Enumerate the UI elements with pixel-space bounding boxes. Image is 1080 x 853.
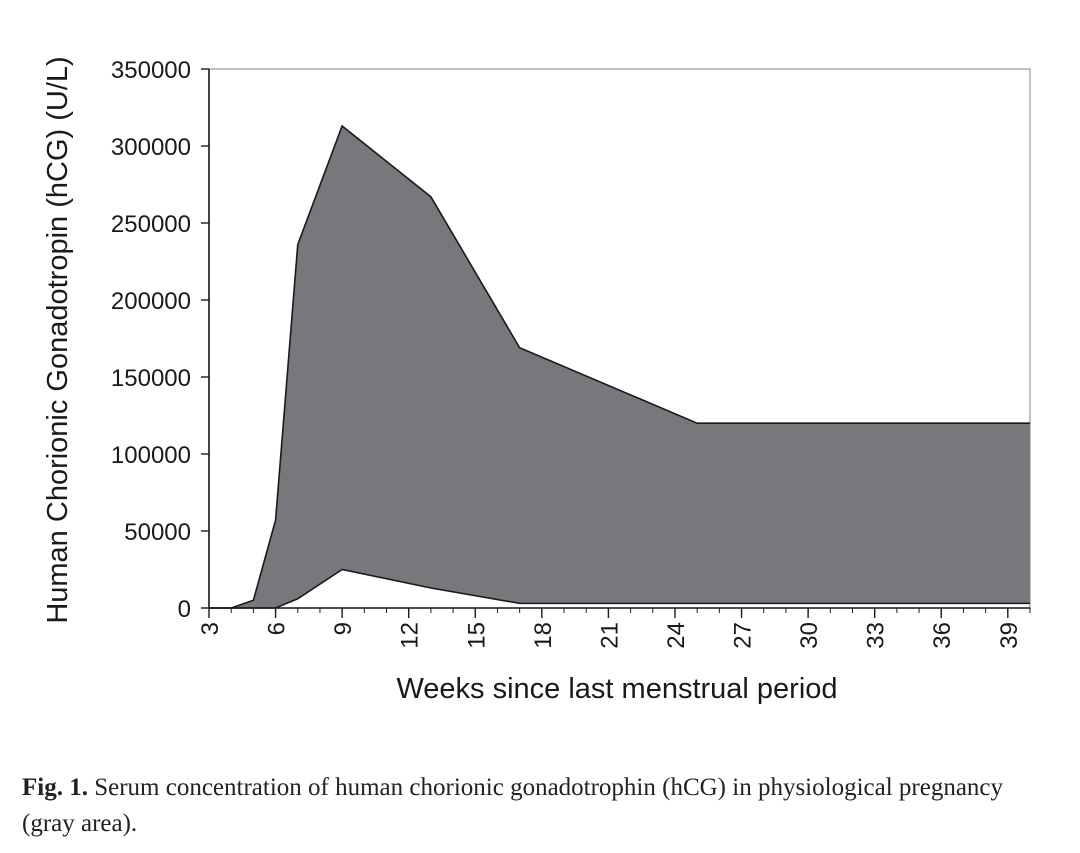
x-axis-title: Weeks since last menstrual period bbox=[396, 673, 837, 705]
x-tick-label: 24 bbox=[663, 622, 690, 649]
plot-layer: 0 50000 100000 150000 200000 250000 300000 3500… bbox=[111, 57, 1031, 649]
caption-text: Serum concentration of human chorionic g… bbox=[22, 774, 1004, 837]
y-tick-label: 0 bbox=[178, 596, 191, 623]
y-tick-label: 350000 bbox=[111, 57, 191, 84]
figure-caption: Fig. 1. Serum concentration of human cho… bbox=[22, 770, 1062, 842]
x-tick-label: 21 bbox=[596, 622, 623, 649]
x-tick-label: 27 bbox=[730, 622, 757, 649]
x-tick-label: 3 bbox=[197, 622, 224, 635]
x-tick-label: 12 bbox=[397, 622, 424, 649]
caption-prefix: Fig. 1. bbox=[22, 774, 88, 801]
y-tick-label: 200000 bbox=[111, 288, 191, 315]
y-tick-label: 300000 bbox=[111, 134, 191, 161]
y-tick-label: 250000 bbox=[111, 211, 191, 238]
y-tick-label: 150000 bbox=[111, 365, 191, 392]
x-tick-label: 39 bbox=[996, 622, 1023, 649]
y-tick-label: 50000 bbox=[124, 519, 191, 546]
x-tick-label: 15 bbox=[463, 622, 490, 649]
x-tick-label: 30 bbox=[796, 622, 823, 649]
x-tick-label: 18 bbox=[530, 622, 557, 649]
hcg-area-chart: 0 50000 100000 150000 200000 250000 300000 3500… bbox=[42, 56, 1031, 705]
y-tick-label: 100000 bbox=[111, 442, 191, 469]
x-tick-label: 6 bbox=[264, 622, 291, 635]
y-axis-title: Human Chorionic Gonadotropin (hCG) (U/L) bbox=[42, 56, 74, 623]
upper-bound-line bbox=[209, 124, 1030, 609]
x-tick-label: 36 bbox=[929, 622, 956, 649]
gray-range-area bbox=[209, 125, 1030, 608]
x-tick-label: 9 bbox=[330, 622, 357, 635]
x-tick-label: 33 bbox=[863, 622, 890, 649]
